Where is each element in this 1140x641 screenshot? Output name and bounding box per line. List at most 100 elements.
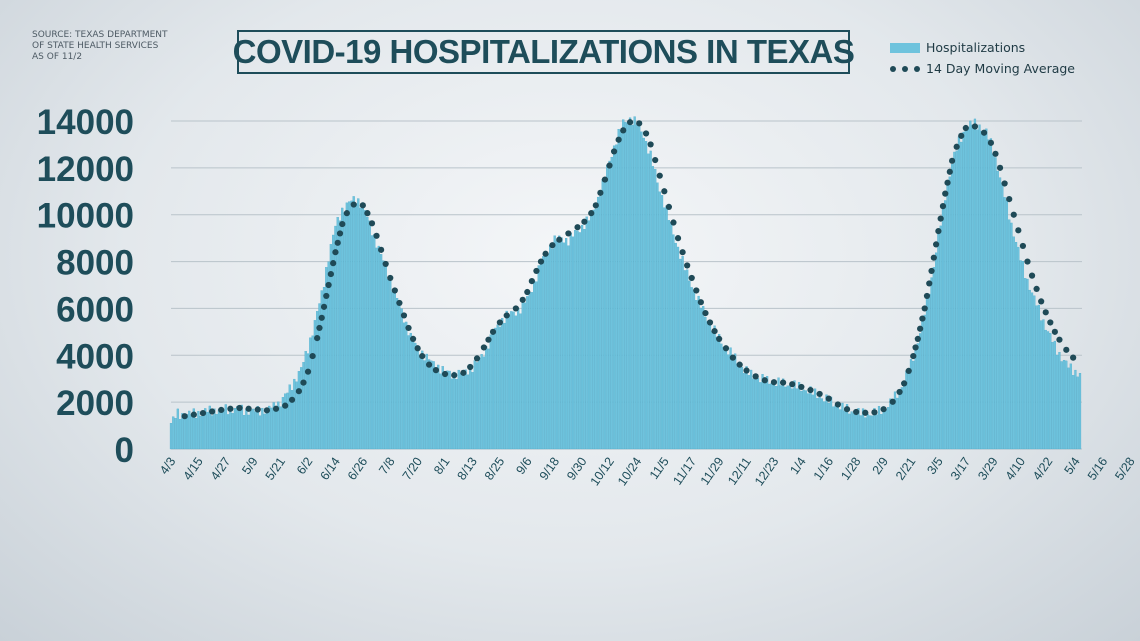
moving-average-dot [914,335,921,342]
moving-average-dot [350,201,357,208]
bar [635,124,639,450]
x-tick-label: 8/13 [455,455,480,483]
bar [690,287,693,450]
moving-average-dot [1006,195,1013,203]
bar [718,334,721,450]
bar [866,414,869,450]
bar [546,253,549,450]
bar [320,290,323,450]
bar [907,371,910,450]
bar [722,347,725,450]
bar [631,124,634,450]
bar [242,415,246,450]
moving-average-dot [414,345,421,352]
bar [948,176,951,450]
bar [391,291,394,450]
bar [1012,236,1015,450]
moving-average-dot [480,344,487,351]
bar [487,348,490,450]
bar [364,210,367,450]
bar [201,411,205,450]
bar [316,311,319,450]
bar [352,196,355,450]
bar [583,229,586,450]
bar [558,235,561,450]
bar [489,334,492,450]
bar [384,264,387,450]
bar [724,348,728,450]
bar [663,207,666,450]
bar [649,150,652,450]
bar [1067,367,1070,450]
moving-average-dot [382,260,389,268]
bar [475,362,479,450]
bar [994,157,997,450]
moving-average-dot [441,370,449,378]
moving-average-dot [325,281,332,289]
x-tick-label: 9/30 [564,455,589,483]
bar [245,408,248,450]
bar [208,405,211,450]
bar [304,351,307,450]
bar [969,120,972,450]
bar [978,124,981,450]
bar [211,415,214,450]
bar [713,325,716,450]
bar [740,367,744,450]
moving-average-dot [588,210,595,217]
bar [1037,304,1040,450]
y-tick-label: 8000 [56,244,134,283]
moving-average-dot [853,408,860,416]
moving-average-dot [933,241,940,248]
moving-average-dot [409,335,417,342]
moving-average-dot [946,168,953,175]
x-tick-label: 1/4 [787,455,808,477]
bar [992,153,995,450]
y-tick-label: 14000 [37,103,134,142]
bar [813,388,817,450]
moving-average-dot [304,368,312,375]
bar [313,320,316,450]
moving-average-dot [334,239,341,246]
x-tick-label: 7/8 [376,455,397,477]
bar [1078,373,1082,450]
bar [800,390,803,450]
bar [727,354,730,450]
bar [651,166,655,450]
bar [823,401,826,450]
bar [795,388,798,450]
moving-average-dot [1024,258,1031,265]
moving-average-dot [770,379,778,386]
bar [802,389,805,450]
bar [937,233,940,450]
moving-average-dot [636,120,643,127]
bar [596,196,600,450]
moving-average-dot [309,352,316,360]
bar [521,300,524,450]
bar [656,182,659,450]
bar [971,124,974,450]
moving-average-dot [1033,285,1040,293]
bar [896,397,899,450]
bar [957,136,961,450]
moving-average-dot [288,396,296,403]
bar [233,408,237,450]
bar [473,360,476,450]
bar [464,369,467,450]
bar [334,225,337,450]
bar [249,409,253,450]
x-tick-label: 5/21 [263,455,288,483]
moving-average-dot [533,267,540,275]
moving-average-dot [496,319,503,326]
bar [514,315,517,450]
x-tick-label: 11/5 [647,455,672,482]
bar [414,342,417,450]
bar [786,385,789,450]
moving-average-dot [722,345,730,352]
bar [804,390,808,450]
moving-average-dot [729,354,736,361]
bar [615,144,618,450]
bar [377,245,380,450]
moving-average-dot [921,305,928,312]
bar [279,406,282,450]
